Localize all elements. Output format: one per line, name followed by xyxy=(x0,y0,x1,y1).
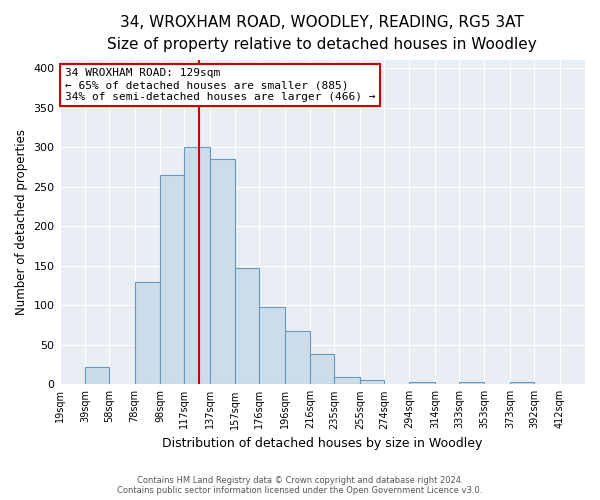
Bar xyxy=(259,307,285,384)
Bar xyxy=(310,354,334,384)
Bar xyxy=(360,380,384,384)
Bar xyxy=(459,382,484,384)
Title: 34, WROXHAM ROAD, WOODLEY, READING, RG5 3AT
Size of property relative to detache: 34, WROXHAM ROAD, WOODLEY, READING, RG5 … xyxy=(107,15,537,52)
Text: 34 WROXHAM ROAD: 129sqm
← 65% of detached houses are smaller (885)
34% of semi-d: 34 WROXHAM ROAD: 129sqm ← 65% of detache… xyxy=(65,68,375,102)
Bar xyxy=(510,382,534,384)
Bar xyxy=(285,330,310,384)
Bar xyxy=(235,268,259,384)
Bar xyxy=(85,367,109,384)
X-axis label: Distribution of detached houses by size in Woodley: Distribution of detached houses by size … xyxy=(162,437,482,450)
Bar xyxy=(134,282,160,385)
Bar xyxy=(160,175,184,384)
Y-axis label: Number of detached properties: Number of detached properties xyxy=(15,130,28,316)
Bar xyxy=(334,377,360,384)
Bar xyxy=(209,159,235,384)
Bar xyxy=(409,382,435,384)
Text: Contains HM Land Registry data © Crown copyright and database right 2024.
Contai: Contains HM Land Registry data © Crown c… xyxy=(118,476,482,495)
Bar xyxy=(184,147,209,384)
